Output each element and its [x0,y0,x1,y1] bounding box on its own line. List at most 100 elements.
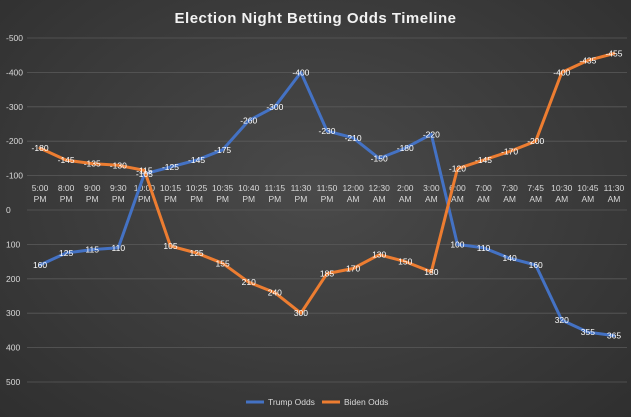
gridlines [27,37,627,383]
x-tick-label: 8:00 [58,183,75,193]
series-line-trump [38,70,616,338]
y-tick-label: 200 [6,274,20,284]
data-label: 110 [112,243,126,253]
y-axis-ticks: -500 -400 -300 -200 -100 0 100 200 300 400 500 [6,33,23,387]
y-tick-label: -200 [6,136,23,146]
x-tick-label: 5:00 [32,183,49,193]
data-label: 320 [555,315,569,325]
chart-title: Election Night Betting Odds Timeline [175,10,457,27]
data-label: 130 [372,250,386,260]
y-tick-label: 100 [6,239,20,249]
y-tick-label: -300 [6,102,23,112]
x-tick-label: 11:30 [291,183,312,193]
data-label: -135 [84,159,101,169]
data-label: 150 [398,257,412,267]
x-tick-label: 6:00 [449,183,466,193]
data-label: -130 [110,160,127,170]
legend-label: Biden Odds [344,397,388,407]
x-tick-label: PM [190,194,203,204]
data-label: 185 [320,269,334,279]
x-tick-label: PM [112,194,125,204]
data-label: -400 [292,67,309,77]
data-label: 125 [59,248,73,258]
x-tick-label: PM [138,194,151,204]
x-tick-label: PM [86,194,99,204]
data-label: 140 [503,253,517,263]
data-label: -150 [371,153,388,163]
legend-label: Trump Odds [268,397,315,407]
data-label: -125 [162,162,179,172]
x-tick-label: 10:15 [160,183,182,193]
x-tick-label: 3:00 [423,183,440,193]
data-label: 160 [529,260,543,270]
data-label: 240 [268,288,282,298]
data-label: 355 [581,327,595,337]
data-label: -180 [32,143,49,153]
data-labels: 160 125 115 110 -105 -125 -145 -175 -260 -300 -400… [32,48,623,340]
data-label: -170 [501,147,518,157]
data-label: -145 [475,155,492,165]
x-tick-label: AM [503,194,516,204]
x-tick-label: 7:45 [527,183,544,193]
x-tick-label: 11:15 [265,183,286,193]
x-tick-label: 7:30 [501,183,518,193]
data-label: 300 [294,308,308,318]
x-tick-label: AM [555,194,568,204]
data-label: 110 [477,243,491,253]
y-tick-label: -100 [6,171,23,181]
data-label: -180 [397,143,414,153]
data-label: -220 [423,129,440,139]
x-tick-label: AM [399,194,412,204]
data-label: -115 [136,165,153,175]
x-tick-label: PM [295,194,308,204]
data-label: -105 [136,169,153,179]
x-tick-label: AM [608,194,621,204]
data-label: -230 [318,126,335,136]
data-label: -200 [527,136,544,146]
data-label: 160 [33,260,47,270]
x-axis-ticks: 5:00PM8:00PM9:00PM9:30PM10:00PM10:15PM10… [32,183,625,204]
y-tick-label: -400 [6,67,23,77]
y-tick-label: -500 [6,33,23,43]
x-tick-label: PM [60,194,73,204]
x-tick-label: AM [477,194,490,204]
x-tick-label: 10:30 [551,183,573,193]
x-tick-label: 10:00 [134,183,156,193]
data-label: 210 [242,277,256,287]
x-tick-label: AM [425,194,438,204]
x-tick-label: 11:30 [604,183,625,193]
x-tick-label: 7:00 [475,183,492,193]
y-tick-label: 400 [6,343,20,353]
x-tick-label: PM [216,194,229,204]
x-tick-label: AM [373,194,386,204]
data-label: 100 [450,239,464,249]
x-tick-label: 9:30 [110,183,127,193]
series-line-biden [38,52,616,315]
data-label: -210 [345,133,362,143]
data-label: 170 [346,263,360,273]
data-label: -300 [266,102,283,112]
x-tick-label: AM [451,194,464,204]
x-tick-label: 12:30 [369,183,391,193]
x-tick-label: 10:45 [577,183,599,193]
data-label: -175 [214,145,231,155]
x-tick-label: PM [268,194,281,204]
x-tick-label: PM [242,194,255,204]
data-label: -435 [579,55,596,65]
data-label: -120 [449,164,466,174]
data-label: 155 [216,258,230,268]
data-label: -260 [240,116,257,126]
legend: Trump Odds Biden Odds [246,397,388,407]
x-tick-label: AM [529,194,542,204]
y-tick-label: 300 [6,308,20,318]
y-tick-label: 0 [6,205,11,215]
x-tick-label: 10:25 [186,183,208,193]
data-label: 180 [424,267,438,277]
y-tick-label: 500 [6,377,20,387]
x-tick-label: 10:35 [212,183,234,193]
x-tick-label: 9:00 [84,183,101,193]
x-tick-label: 12:00 [342,183,364,193]
x-tick-label: AM [347,194,360,204]
